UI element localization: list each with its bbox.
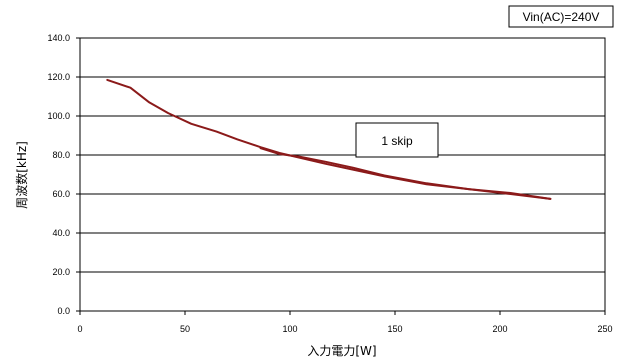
series-group — [106, 78, 552, 200]
y-tick-label: 0.0 — [57, 306, 70, 316]
x-tick-label: 100 — [282, 324, 297, 334]
x-tick-label: 0 — [77, 324, 82, 334]
y-tick-label: 80.0 — [52, 150, 70, 160]
series-line-1 — [106, 78, 552, 200]
y-tick-label: 20.0 — [52, 267, 70, 277]
x-tick-label: 200 — [492, 324, 507, 334]
y-tick-label: 60.0 — [52, 189, 70, 199]
y-axis-title: 周波数[kHz] — [14, 141, 29, 209]
condition-label: Vin(AC)=240V — [523, 10, 600, 24]
gridlines — [80, 76, 605, 273]
y-tick-label: 140.0 — [47, 33, 70, 43]
y-tick-label: 120.0 — [47, 72, 70, 82]
series-label: 1 skip — [381, 134, 413, 148]
x-axis-title: 入力電力[W] — [307, 344, 376, 358]
x-tick-label: 50 — [180, 324, 190, 334]
condition-box — [508, 5, 614, 28]
plot-area-frame — [79, 37, 606, 312]
series-label-box — [355, 122, 439, 158]
series-line-2 — [259, 147, 552, 200]
y-tick-label: 40.0 — [52, 228, 70, 238]
y-tick-labels: 0.0 20.0 40.0 60.0 80.0 100.0 120.0 140.0 — [47, 33, 80, 316]
x-tick-label: 250 — [597, 324, 612, 334]
y-tick-label: 100.0 — [47, 111, 70, 121]
x-tick-labels: 0 50 100 150 200 250 — [77, 311, 613, 334]
x-tick-label: 150 — [387, 324, 402, 334]
